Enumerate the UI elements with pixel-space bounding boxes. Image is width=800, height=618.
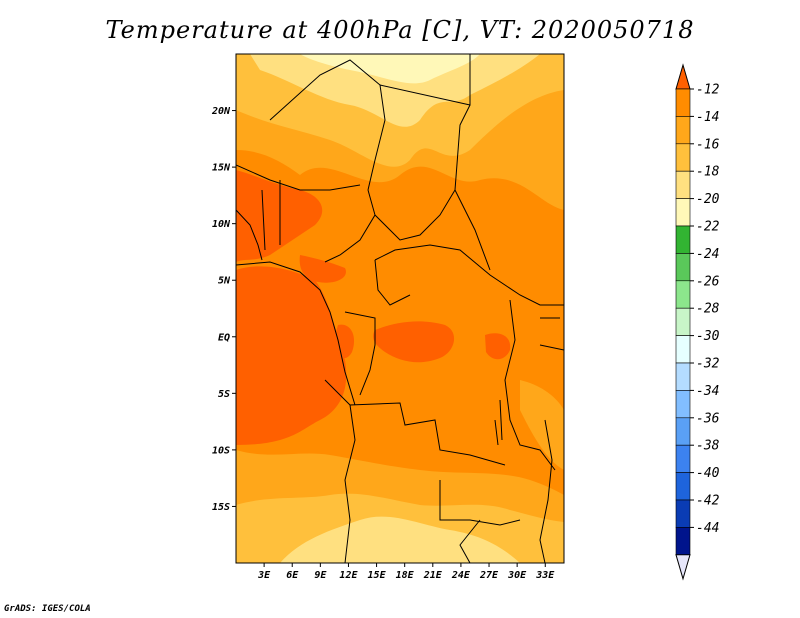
field-warm-west [236,266,347,445]
colorbar-label: -44 [696,521,719,536]
latitude-axis: 20N 15N 10N 5N EQ 5S 10S 15S [211,106,236,513]
lon-tick-label: 33E [535,570,555,581]
map-frame [235,53,565,564]
lon-tick-label: 6E [286,570,299,581]
lon-tick-label: 12E [339,570,358,581]
colorbar-segment [675,253,691,282]
lon-tick-label: 27E [479,570,499,581]
border-19 [324,379,351,406]
border-4 [236,164,361,191]
colorbar-top-arrow [675,63,691,90]
border-8 [374,259,411,306]
lon-tick-label: 18E [396,570,415,581]
colorbar-label: -28 [696,302,720,317]
colorbar-segment [675,499,691,528]
border-10 [349,402,506,466]
colorbar-segment [675,280,691,309]
longitude-axis: 3E 6E 9E 12E 15E 18E 21E 24E 27E 30E 33E [257,563,555,581]
colorbar-label: -14 [696,110,719,125]
colorbar-segment [675,527,691,556]
colorbar-segment [675,143,691,172]
colorbar-segment [675,444,691,473]
colorbar: -12 -14 -16 -18 -20 -22 -24 -26 -28 -30 -32 -34 -36 -… [675,63,720,581]
chart-title: Temperature at 400hPa [C], VT: 202005071… [105,16,695,44]
lat-tick-label: 20N [211,106,231,117]
coast-2 [236,209,263,261]
colorbar-label: -16 [696,137,720,152]
lat-tick-label: 5N [218,276,231,287]
colorbar-bottom-arrow [675,554,691,581]
lon-tick-label: 9E [314,570,327,581]
field-band-north-4 [300,54,480,84]
colorbar-segment [675,88,691,117]
colorbar-label: -32 [696,357,720,372]
colorbar-segment [675,225,691,254]
colorbar-label: -18 [696,165,720,180]
colorbar-label: -36 [696,411,720,426]
colorbar-segment [675,307,691,336]
field-warm-northwest [236,170,323,262]
colorbar-label: -42 [696,494,720,509]
coast-1 [236,261,356,406]
border-16 [494,399,503,446]
lon-tick-label: 3E [257,570,271,581]
colorbar-label: -24 [696,247,719,262]
lat-tick-label: 15N [212,163,231,174]
border-7 [374,244,564,306]
colorbar-label: -30 [696,329,720,344]
border-15 [261,180,281,251]
colorbar-label: -20 [696,192,720,207]
field-band-north-3 [250,54,540,127]
lon-tick-label: 30E [507,570,527,581]
colorbar-label: -40 [696,466,720,481]
colorbar-segment [675,198,691,227]
field-band-east [520,380,564,470]
border-17 [539,419,553,563]
colorbar-segment [675,335,691,364]
temperature-field [236,54,564,563]
border-6 [374,189,456,241]
field-warm-central-3 [333,324,355,359]
colorbar-segment [675,472,691,501]
lon-tick-label: 24E [451,570,471,581]
lat-tick-label: 5S [218,389,230,400]
colorbar-label: -22 [696,220,720,235]
field-band-south-3 [280,516,520,563]
lon-tick-label: 21E [423,570,443,581]
colorbar-label: -12 [696,83,720,98]
colorbar-segment [675,170,691,199]
lat-tick-label: 15S [212,502,230,513]
border-18 [459,519,481,563]
colorbar-label: -38 [696,439,720,454]
borders [236,54,564,563]
border-9 [344,311,376,396]
colorbar-segment [675,390,691,419]
colorbar-segment [675,362,691,391]
border-14 [539,317,564,351]
colorbar-segment [675,417,691,446]
border-12 [439,480,521,526]
lon-tick-label: 15E [368,570,387,581]
field-warm-5n [299,255,346,283]
grads-credit: GrADS: IGES/COLA [4,604,91,614]
colorbar-label: -34 [696,384,719,399]
border-5 [324,189,376,263]
border-11 [344,404,356,563]
lat-tick-label: 10S [212,445,230,456]
lat-tick-label: 10N [212,219,231,230]
colorbar-segment [675,116,691,145]
colorbar-label: -26 [696,274,720,289]
lat-tick-label: EQ [218,332,230,343]
field-warm-central-1 [373,321,455,363]
border-13 [504,299,556,471]
field-warm-central-2 [485,333,511,360]
